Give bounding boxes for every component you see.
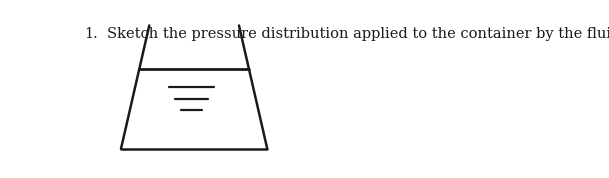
Text: Sketch the pressure distribution applied to the container by the fluid:: Sketch the pressure distribution applied… [107,27,609,41]
Text: 1.: 1. [85,27,99,41]
